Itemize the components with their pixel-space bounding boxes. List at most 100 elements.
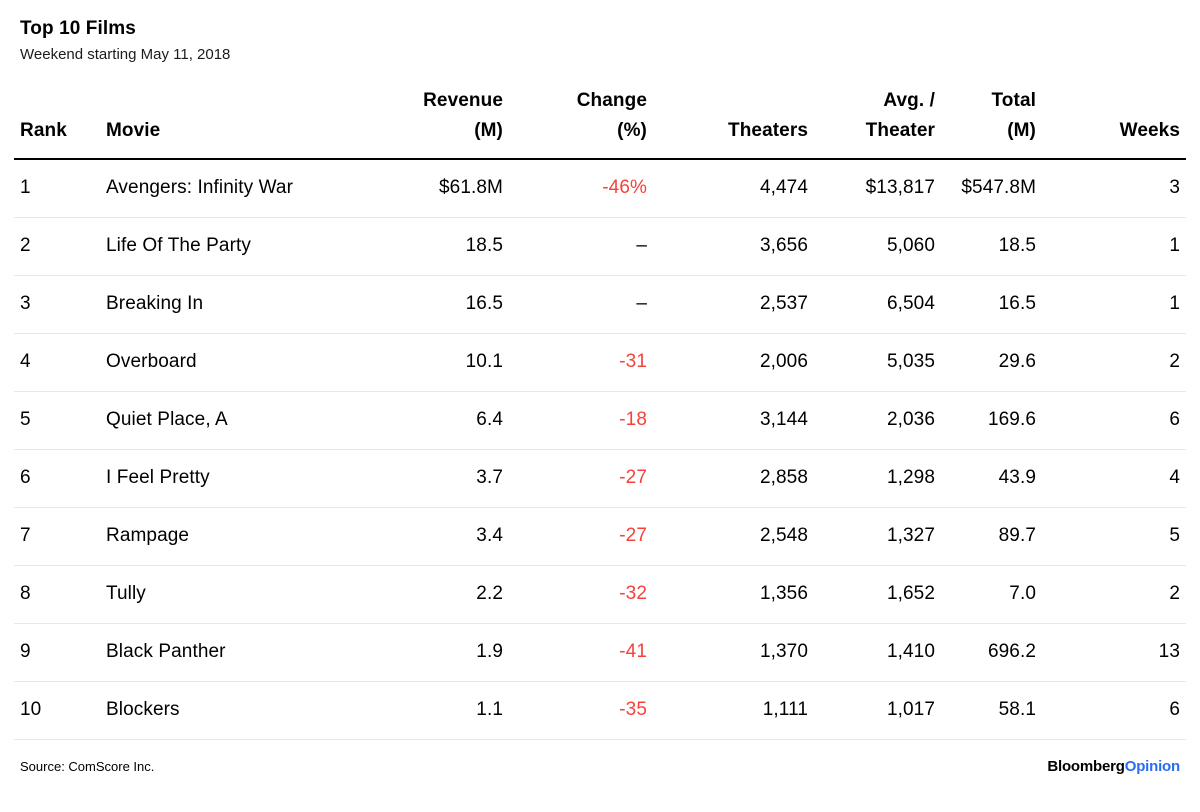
- cell: 1.9: [393, 623, 503, 682]
- cell: 6.4: [393, 391, 503, 450]
- cell: 5,035: [808, 333, 935, 392]
- table-row: 7 Rampage 3.4 -27 2,548 1,327 89.7 5: [14, 507, 1186, 566]
- logo-opinion-text: Opinion: [1124, 757, 1180, 775]
- cell: Avengers: Infinity War: [106, 159, 393, 218]
- cell: Tully: [106, 565, 393, 624]
- cell: 5: [1036, 507, 1186, 566]
- cell: 2,548: [647, 507, 808, 566]
- table-row: 3 Breaking In 16.5–2,537 6,504 16.5 1: [14, 275, 1186, 334]
- logo-bloomberg-text: Bloomberg: [1047, 757, 1125, 775]
- cell: 2,036: [808, 391, 935, 450]
- column-header-weeks: Weeks: [1036, 64, 1186, 160]
- cell: 58.1: [935, 681, 1036, 740]
- cell: Overboard: [106, 333, 393, 392]
- column-header-avg-theater: Avg. / Theater: [808, 64, 935, 160]
- cell: 1,017: [808, 681, 935, 740]
- cell: 1: [1036, 275, 1186, 334]
- cell: 1,410: [808, 623, 935, 682]
- cell: 1,298: [808, 449, 935, 508]
- cell: -41: [503, 623, 647, 682]
- cell: 3: [1036, 159, 1186, 218]
- footer: Source: ComScore Inc. BloombergOpinion: [14, 758, 1186, 775]
- table-row: 9 Black Panther 1.9 -41 1,370 1,410 696.2 13: [14, 623, 1186, 682]
- cell: 7.0: [935, 565, 1036, 624]
- page: Top 10 Films Weekend starting May 11, 20…: [14, 18, 1186, 775]
- cell: 3.7: [393, 449, 503, 508]
- cell: 16.5: [393, 275, 503, 334]
- cell: 3,144: [647, 391, 808, 450]
- cell: 169.6: [935, 391, 1036, 450]
- cell: 18.5: [393, 217, 503, 276]
- cell: 6: [1036, 681, 1186, 740]
- cell: 89.7: [935, 507, 1036, 566]
- table-row: 4 Overboard 10.1 -31 2,006 5,035 29.6 2: [14, 333, 1186, 392]
- cell: 16.5: [935, 275, 1036, 334]
- cell: 18.5: [935, 217, 1036, 276]
- cell: 2.2: [393, 565, 503, 624]
- column-header-rank: Rank: [14, 64, 106, 160]
- cell: -18: [503, 391, 647, 450]
- cell: $547.8M: [935, 159, 1036, 218]
- cell: 1,370: [647, 623, 808, 682]
- cell: 13: [1036, 623, 1186, 682]
- table-row: 8 Tully 2.2 -32 1,356 1,652 7.0 2: [14, 565, 1186, 624]
- column-header-total-m-: Total (M): [935, 64, 1036, 160]
- cell: -46%: [503, 159, 647, 218]
- cell: Rampage: [106, 507, 393, 566]
- cell: 696.2: [935, 623, 1036, 682]
- cell: 2,858: [647, 449, 808, 508]
- cell: $13,817: [808, 159, 935, 218]
- cell: 9: [14, 623, 106, 682]
- cell: 1,111: [647, 681, 808, 740]
- page-title: Top 10 Films: [20, 18, 136, 39]
- cell: 1,356: [647, 565, 808, 624]
- column-header-theaters: Theaters: [647, 64, 808, 160]
- cell: 1,327: [808, 507, 935, 566]
- cell: 4,474: [647, 159, 808, 218]
- cell: I Feel Pretty: [106, 449, 393, 508]
- cell: Life Of The Party: [106, 217, 393, 276]
- cell: –: [503, 217, 647, 276]
- cell: 10: [14, 681, 106, 740]
- cell: 10.1: [393, 333, 503, 392]
- cell: 3: [14, 275, 106, 334]
- cell: -27: [503, 449, 647, 508]
- cell: $61.8M: [393, 159, 503, 218]
- cell: -31: [503, 333, 647, 392]
- cell: 2: [1036, 333, 1186, 392]
- cell: 1: [1036, 217, 1186, 276]
- cell: 6,504: [808, 275, 935, 334]
- table-row: 10 Blockers 1.1 -35 1,111 1,017 58.1 6: [14, 681, 1186, 740]
- cell: 1: [14, 159, 106, 218]
- cell: 2,537: [647, 275, 808, 334]
- cell: 7: [14, 507, 106, 566]
- cell: -27: [503, 507, 647, 566]
- cell: -35: [503, 681, 647, 740]
- cell: -32: [503, 565, 647, 624]
- table-row: 1 Avengers: Infinity War $61.8M -46% 4,474 $1…: [14, 159, 1186, 218]
- cell: 3,656: [647, 217, 808, 276]
- column-header-revenue-m-: Revenue (M): [393, 64, 503, 160]
- page-subtitle: Weekend starting May 11, 2018: [20, 46, 231, 63]
- cell: Black Panther: [106, 623, 393, 682]
- cell: 3.4: [393, 507, 503, 566]
- cell: 1,652: [808, 565, 935, 624]
- cell: 1.1: [393, 681, 503, 740]
- cell: 4: [14, 333, 106, 392]
- cell: 2: [1036, 565, 1186, 624]
- table-body: 1 Avengers: Infinity War $61.8M -46% 4,474 $1…: [14, 159, 1186, 740]
- cell: 2,006: [647, 333, 808, 392]
- cell: 5: [14, 391, 106, 450]
- cell: 5,060: [808, 217, 935, 276]
- column-header-change-: Change (%): [503, 64, 647, 160]
- cell: 43.9: [935, 449, 1036, 508]
- cell: 6: [1036, 391, 1186, 450]
- cell: –: [503, 275, 647, 334]
- cell: 4: [1036, 449, 1186, 508]
- table-row: 2 Life Of The Party 18.5–3,656 5,060 18.5 1: [14, 217, 1186, 276]
- cell: Blockers: [106, 681, 393, 740]
- cell: 6: [14, 449, 106, 508]
- cell: Breaking In: [106, 275, 393, 334]
- cell: 2: [14, 217, 106, 276]
